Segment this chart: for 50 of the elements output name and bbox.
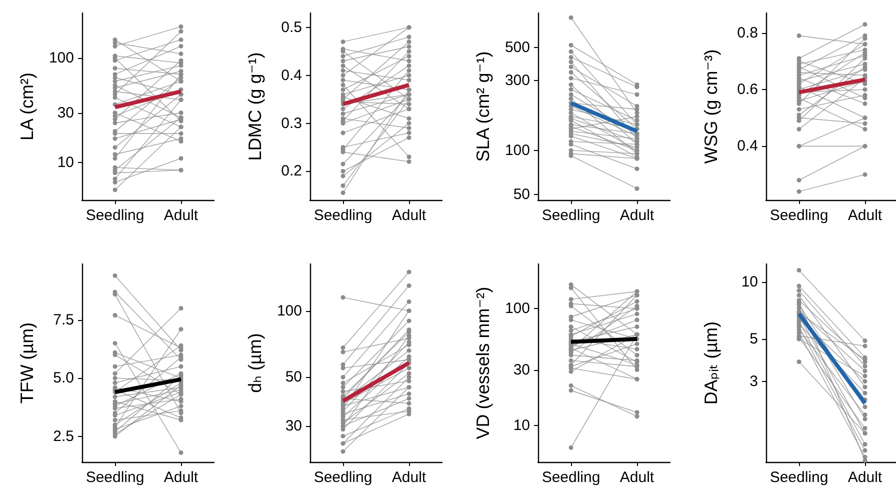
y-tick-label: 10 xyxy=(57,154,74,172)
y-axis-title: WSG (g cm⁻³) xyxy=(701,49,721,164)
x-tick-label: Adult xyxy=(164,469,199,486)
y-tick-label: 30 xyxy=(513,361,530,378)
x-tick-label: Adult xyxy=(392,207,427,224)
y-tick-label: 50 xyxy=(285,368,302,386)
y-axis-title: SLA (cm² g⁻¹) xyxy=(473,51,493,162)
x-tick-label: Adult xyxy=(620,469,655,486)
x-tick-label: Seedling xyxy=(314,207,372,224)
y-axis-title: DAₚᵢₜ (µm) xyxy=(701,321,721,405)
x-tick-label: Seedling xyxy=(542,469,600,486)
y-tick-label: 5 xyxy=(750,330,758,348)
x-tick-label: Adult xyxy=(848,207,883,224)
y-axis-title: LA (cm²) xyxy=(17,72,37,141)
y-tick-label: 7.5 xyxy=(53,311,74,328)
y-tick-label: 100 xyxy=(504,142,530,159)
y-tick-label: 0.3 xyxy=(281,114,302,132)
y-axis-title: TFW (µm) xyxy=(17,322,37,404)
y-axis-title: VD (vessels mm⁻²) xyxy=(473,286,493,440)
y-tick-label: 0.5 xyxy=(281,18,302,36)
y-tick-label: 3 xyxy=(750,372,758,390)
y-tick-label: 0.4 xyxy=(281,66,302,84)
y-tick-label: 30 xyxy=(285,418,302,435)
y-tick-label: 100 xyxy=(48,50,74,67)
y-tick-label: 10 xyxy=(513,417,530,434)
y-tick-label: 100 xyxy=(276,302,302,320)
y-tick-label: 30 xyxy=(57,104,74,122)
y-tick-label: 2.5 xyxy=(53,428,74,445)
y-tick-label: 500 xyxy=(504,39,530,56)
x-tick-label: Seedling xyxy=(770,207,828,224)
y-axis-title: LDMC (g g⁻¹) xyxy=(245,52,265,161)
x-tick-label: Adult xyxy=(164,207,199,224)
x-tick-label: Adult xyxy=(848,469,883,486)
x-tick-label: Seedling xyxy=(770,469,828,486)
y-tick-label: 0.4 xyxy=(737,138,758,155)
y-tick-label: 10 xyxy=(741,273,758,290)
y-tick-label: 0.8 xyxy=(737,24,758,42)
x-tick-label: Seedling xyxy=(86,207,144,224)
y-tick-label: 0.6 xyxy=(737,81,758,98)
y-tick-label: 50 xyxy=(513,186,530,204)
x-tick-label: Adult xyxy=(392,469,427,486)
y-axis-title: dₕ (µm) xyxy=(245,333,265,393)
x-tick-label: Seedling xyxy=(542,207,600,224)
y-tick-label: 5.0 xyxy=(53,370,74,387)
y-tick-label: 300 xyxy=(504,72,530,89)
y-tick-label: 0.2 xyxy=(281,162,302,180)
x-tick-label: Seedling xyxy=(314,469,372,486)
x-tick-label: Adult xyxy=(620,207,655,224)
x-tick-label: Seedling xyxy=(86,469,144,486)
y-tick-label: 100 xyxy=(504,300,530,318)
